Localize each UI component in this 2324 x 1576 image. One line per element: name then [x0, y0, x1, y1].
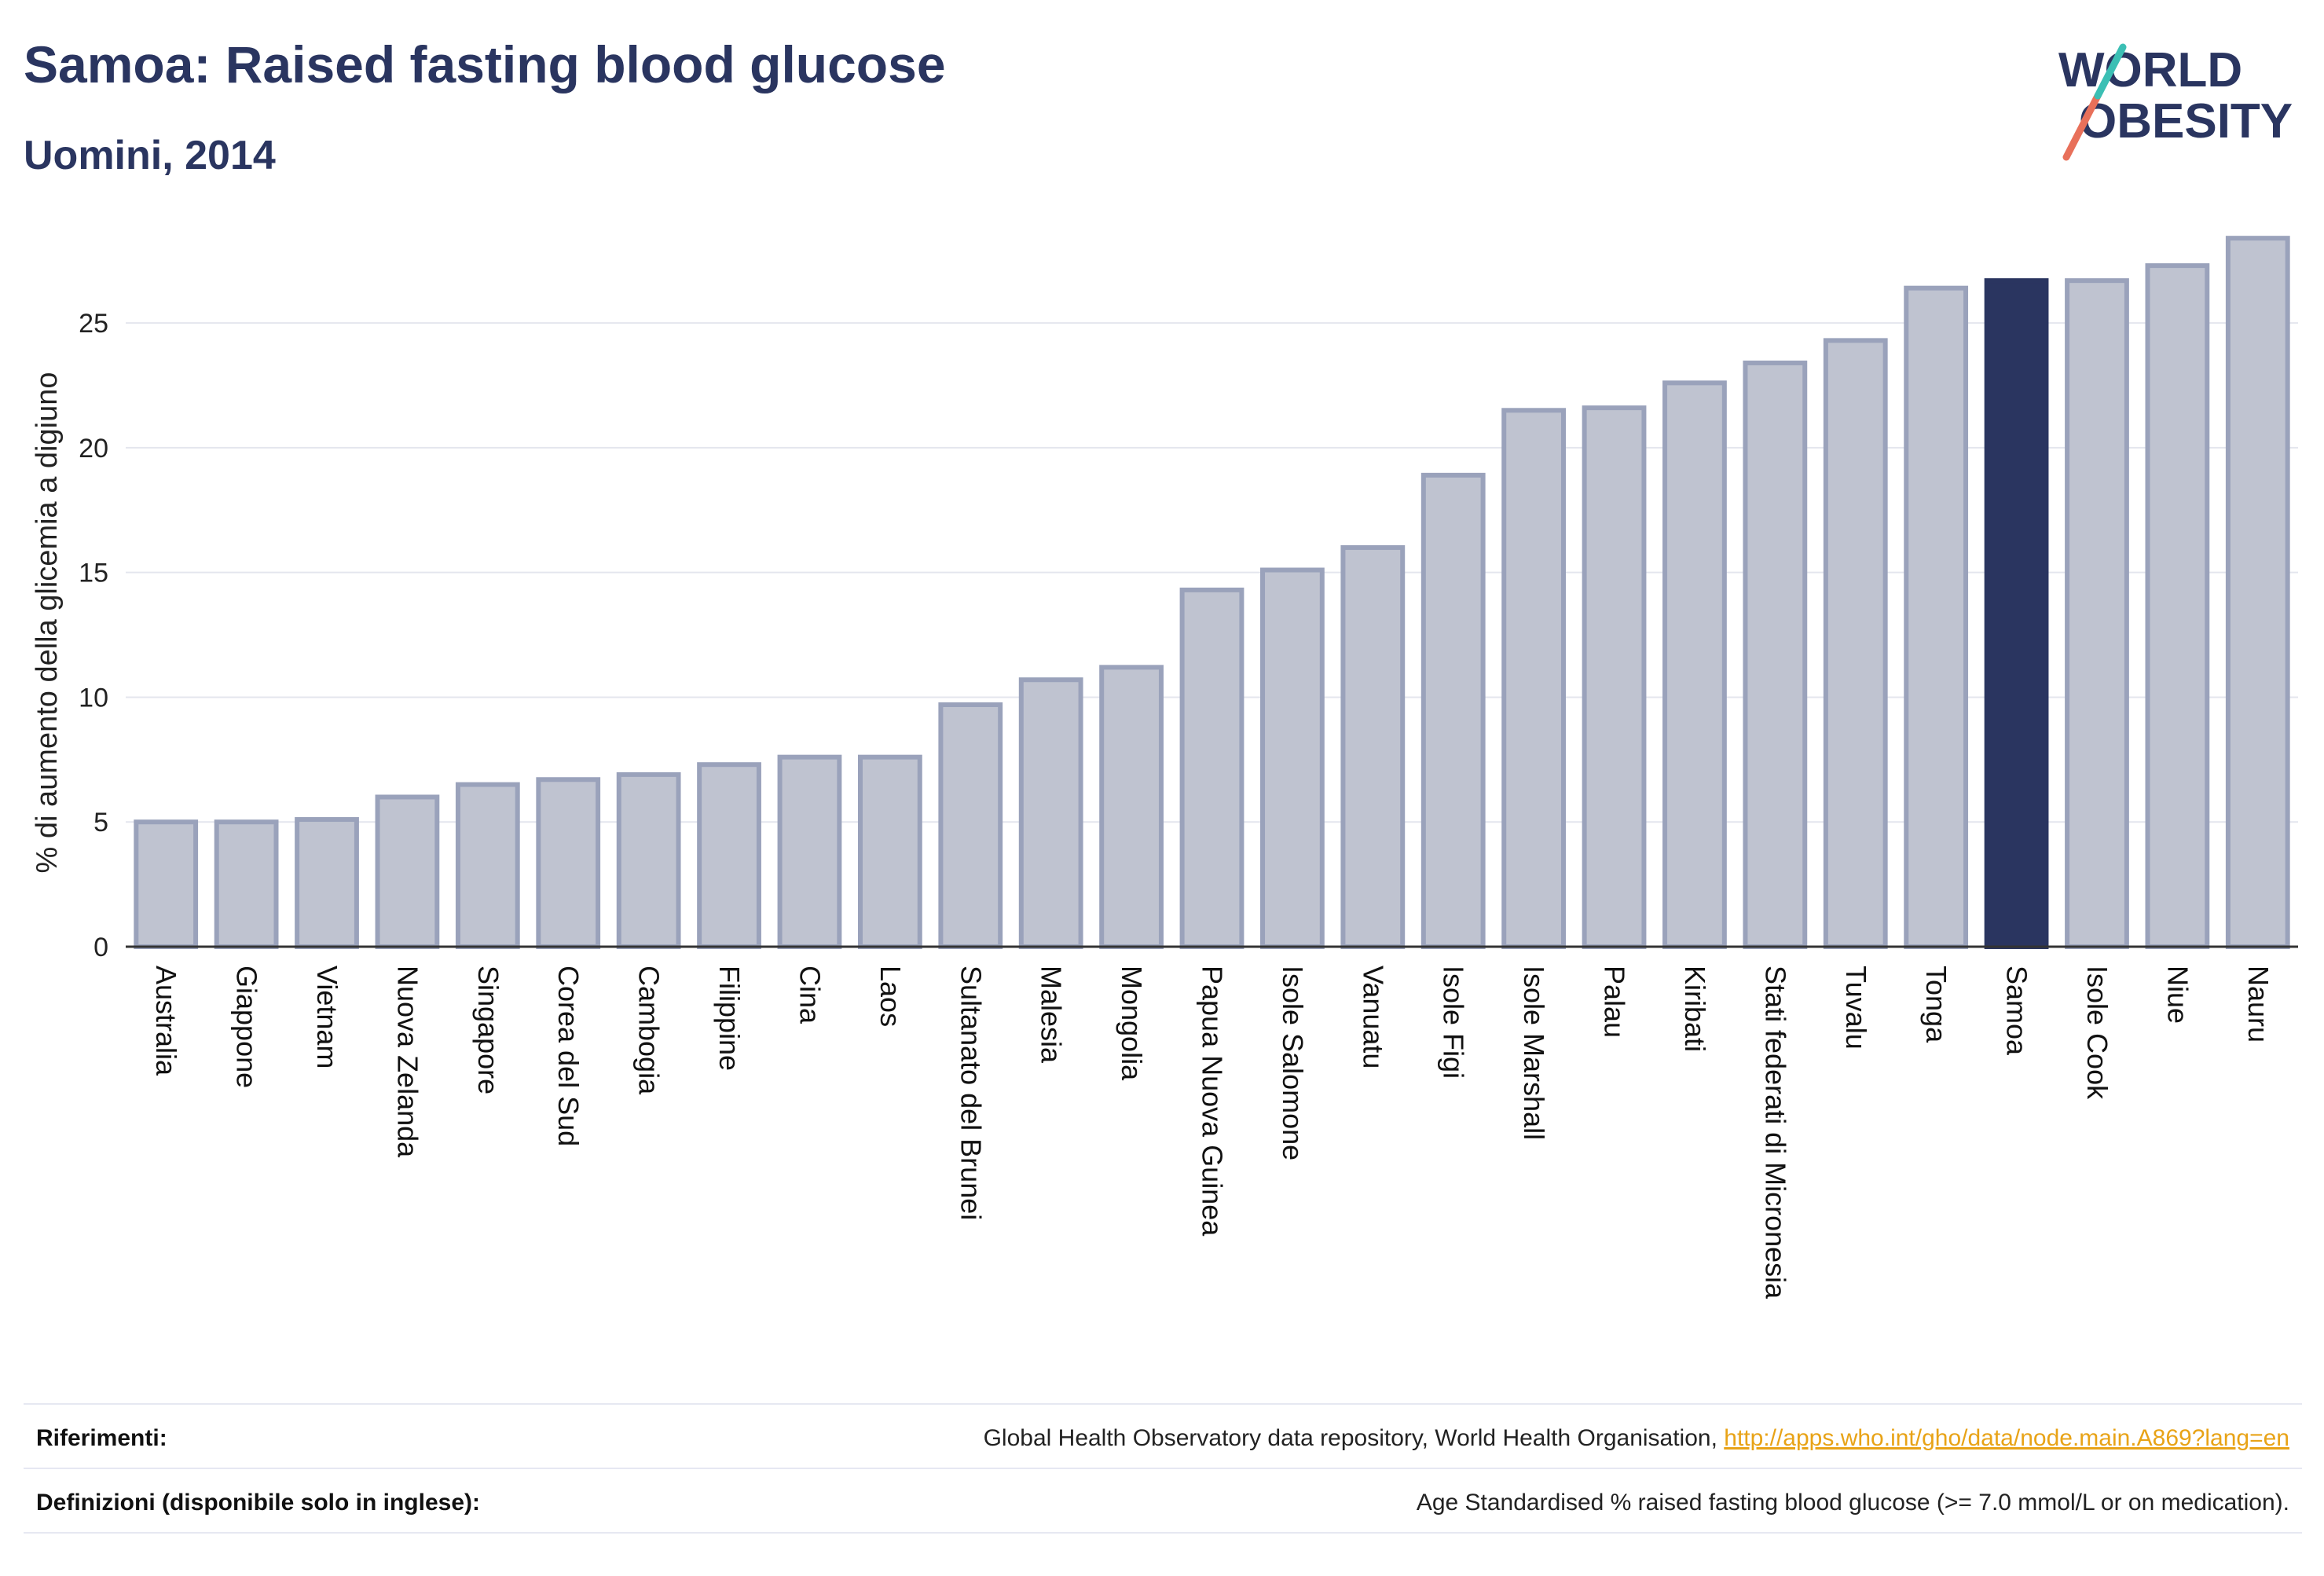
bar: [2145, 263, 2210, 949]
bar: [1099, 665, 1164, 949]
bar: [697, 762, 761, 950]
bar: [1904, 285, 1969, 949]
references-link[interactable]: http://apps.who.int/gho/data/node.main.A…: [1724, 1425, 2289, 1451]
logo-line1: WORLD: [2058, 43, 2242, 97]
bar: [2225, 236, 2290, 950]
bar: [2065, 278, 2129, 949]
bar: [1743, 360, 1808, 949]
bar: [1179, 587, 1244, 949]
bar-chart: 0 5 10 15 20 25 % di aumento della glicemia a …: [31, 236, 2298, 1299]
x-tick-label: Niue: [2161, 966, 2194, 1024]
y-tick-label: 10: [79, 683, 108, 713]
bar: [1420, 472, 1486, 949]
definitions-label: Definizioni (disponibile solo in inglese…: [36, 1490, 481, 1516]
y-tick-label: 0: [93, 933, 108, 962]
y-tick-label: 15: [79, 559, 108, 588]
bar: [1662, 380, 1727, 949]
x-tick-label: Vanuatu: [1357, 966, 1389, 1068]
x-tick-label: Giappone: [231, 966, 263, 1088]
x-tick-label: Kiribati: [1679, 966, 1711, 1052]
definitions-text: Age Standardised % raised fasting blood …: [1416, 1490, 2289, 1516]
logo-line2: OBESITY: [2079, 94, 2293, 148]
bar: [616, 772, 681, 949]
x-tick-label: Samoa: [2001, 966, 2033, 1056]
x-tick-label: Cina: [794, 966, 826, 1024]
bar: [857, 754, 922, 950]
footer-divider-middle: [24, 1468, 2302, 1469]
x-tick-label: Australia: [150, 966, 182, 1076]
y-axis-label: % di aumento della glicemia a digiuno: [31, 372, 64, 874]
x-tick-label: Cambogia: [633, 966, 665, 1095]
bar: [1018, 677, 1083, 950]
chart-title: Samoa: Raised fasting blood glucose: [24, 35, 946, 93]
x-tick-label: Nauru: [2242, 966, 2275, 1043]
bar: [375, 794, 440, 950]
x-tick-label: Laos: [874, 966, 907, 1027]
bar: [295, 817, 359, 949]
logo-slash-coral: [2062, 92, 2102, 161]
bar: [536, 777, 601, 949]
x-tick-label: Stati federati di Micronesia: [1759, 966, 1791, 1299]
x-tick-label: Isole Marshall: [1518, 966, 1550, 1140]
bar: [1340, 544, 1406, 949]
x-tick-label: Mongolia: [1116, 966, 1148, 1081]
chart-subtitle: Uomini, 2014: [24, 133, 276, 178]
bar: [455, 782, 520, 949]
bar: [777, 754, 842, 950]
x-tick-label: Palau: [1599, 966, 1631, 1038]
bar: [214, 819, 279, 949]
x-tick-label: Singapore: [472, 966, 504, 1094]
references-source: Global Health Observatory data repositor…: [983, 1425, 1725, 1451]
x-tick-label: Tuvalu: [1840, 966, 1872, 1050]
bar: [1501, 408, 1567, 949]
references-text: Global Health Observatory data repositor…: [984, 1425, 2289, 1452]
x-tick-label: Malesia: [1036, 966, 1068, 1064]
x-tick-label: Isole Figi: [1438, 966, 1470, 1079]
world-obesity-logo: WORLD OBESITY: [2058, 43, 2293, 161]
x-tick-label: Isole Cook: [2081, 966, 2113, 1100]
x-tick-label: Isole Salomone: [1277, 966, 1309, 1160]
x-tick-label: Vietnam: [311, 966, 343, 1068]
x-tick-label: Tonga: [1920, 966, 1952, 1043]
y-tick-label: 20: [79, 434, 108, 464]
y-tick-label: 25: [79, 309, 108, 339]
bar: [1984, 278, 2049, 949]
x-tick-label: Corea del Sud: [552, 966, 585, 1146]
bar: [938, 702, 1003, 950]
bar: [1260, 567, 1325, 950]
x-tick-label: Nuova Zelanda: [391, 966, 423, 1158]
bar: [134, 819, 199, 949]
footer-divider-bottom: [24, 1532, 2302, 1534]
references-label: Riferimenti:: [36, 1425, 167, 1451]
footer-divider-top: [24, 1403, 2302, 1405]
x-tick-label: Sultanato del Brunei: [955, 966, 987, 1220]
bar: [1823, 338, 1888, 949]
x-tick-label: Filippine: [713, 966, 746, 1071]
logo-slash-teal: [2094, 43, 2127, 100]
bar: [1582, 405, 1647, 949]
x-tick-label: Papua Nuova Guinea: [1197, 966, 1229, 1237]
y-tick-label: 5: [93, 808, 108, 837]
